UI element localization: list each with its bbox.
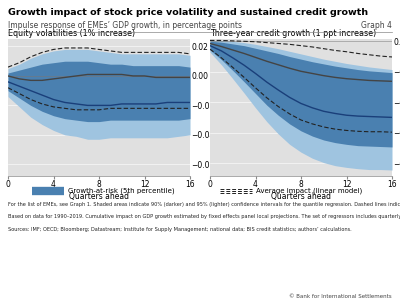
Text: For the list of EMEs, see Graph 1. Shaded areas indicate 90% (darker) and 95% (l: For the list of EMEs, see Graph 1. Shade… xyxy=(8,202,400,232)
Text: Three-year credit growth (1 ppt increase): Three-year credit growth (1 ppt increase… xyxy=(210,29,376,38)
Text: © Bank for International Settlements: © Bank for International Settlements xyxy=(289,294,392,299)
Text: Impulse response of EMEs’ GDP growth, in percentage points: Impulse response of EMEs’ GDP growth, in… xyxy=(8,21,242,30)
Text: Graph 4: Graph 4 xyxy=(361,21,392,30)
Text: Growth-at-risk (5th percentile): Growth-at-risk (5th percentile) xyxy=(68,188,175,194)
Text: Growth impact of stock price volatility and sustained credit growth: Growth impact of stock price volatility … xyxy=(8,8,368,17)
X-axis label: Quarters ahead: Quarters ahead xyxy=(271,192,331,201)
X-axis label: Quarters ahead: Quarters ahead xyxy=(69,192,129,201)
Text: Equity volatilities (1% increase): Equity volatilities (1% increase) xyxy=(8,29,135,38)
Text: Average impact (linear model): Average impact (linear model) xyxy=(256,188,362,194)
